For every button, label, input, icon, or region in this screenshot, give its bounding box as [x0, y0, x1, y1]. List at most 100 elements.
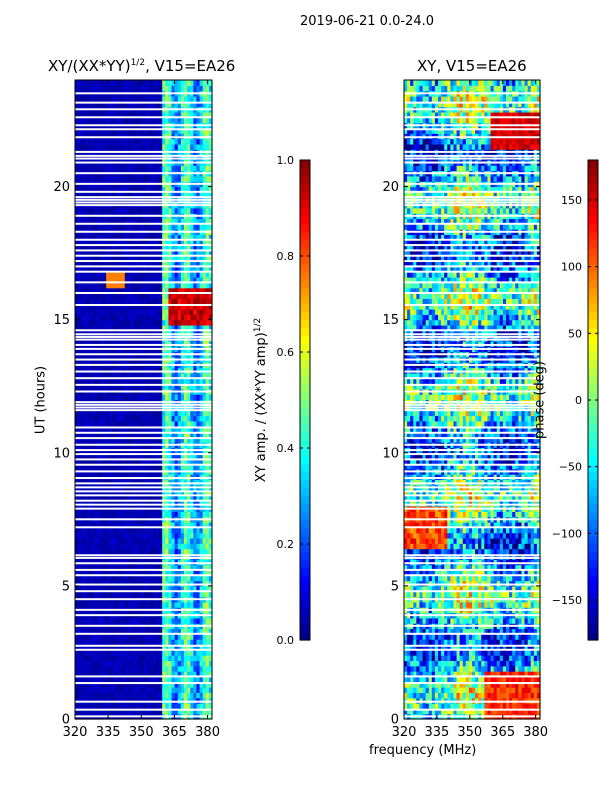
heatmap-cell [187, 671, 191, 677]
heatmap-cell [183, 410, 188, 417]
heatmap-cell [112, 378, 117, 385]
heatmap-cell [99, 660, 104, 667]
heatmap-cell [174, 580, 179, 587]
heatmap-cell [162, 234, 166, 241]
heatmap-cell [159, 543, 163, 550]
heatmap-cell [205, 564, 210, 571]
heatmap-cell [78, 500, 82, 507]
heatmap-cell [124, 308, 129, 315]
heatmap-cell [131, 681, 135, 688]
heatmap-cell [87, 580, 92, 587]
heatmap-cell [177, 708, 182, 715]
heatmap-cell [87, 426, 92, 433]
heatmap-cell [205, 277, 210, 283]
heatmap-cell [196, 644, 201, 651]
heatmap-cell [103, 681, 107, 688]
heatmap-cell [106, 687, 110, 693]
heatmap-cell [155, 335, 160, 342]
heatmap-cell [99, 633, 104, 640]
heatmap-cell [112, 191, 117, 198]
heatmap-cell [159, 532, 163, 539]
heatmap-cell [190, 420, 194, 427]
heatmap-cell [168, 564, 173, 571]
heatmap-cell [124, 239, 129, 246]
heatmap-cell [99, 601, 104, 608]
heatmap-cell [208, 553, 213, 560]
heatmap-cell [159, 207, 163, 214]
heatmap-cell [171, 223, 176, 230]
heatmap-cell [162, 303, 166, 310]
heatmap-cell [75, 687, 79, 693]
heatmap-cell [84, 287, 89, 294]
heatmap-cell [187, 271, 191, 278]
heatmap-cell [177, 245, 182, 251]
heatmap-cell [87, 665, 92, 672]
heatmap-cell [137, 431, 141, 438]
heatmap-cell [190, 383, 194, 390]
heatmap-cell [149, 676, 154, 683]
heatmap-cell [121, 649, 126, 656]
heatmap-cell [90, 420, 95, 427]
heatmap-cell [180, 127, 185, 134]
heatmap-cell [127, 282, 132, 289]
heatmap-cell [99, 319, 104, 326]
heatmap-cell [171, 521, 176, 528]
heatmap-cell [137, 671, 141, 677]
heatmap-cell [84, 234, 89, 241]
heatmap-cell [127, 639, 132, 646]
heatmap-cell [115, 585, 120, 592]
heatmap-cell [174, 585, 179, 592]
heatmap-cell [109, 372, 113, 379]
heatmap-cell [118, 527, 123, 534]
heatmap-cell [75, 383, 79, 390]
heatmap-cell [127, 261, 132, 267]
heatmap-cell [183, 655, 188, 662]
heatmap-cell [99, 191, 104, 198]
heatmap-cell [180, 175, 185, 182]
heatmap-cell [78, 703, 82, 709]
heatmap-cell [131, 617, 135, 624]
heatmap-cell [124, 644, 129, 651]
heatmap-cell [118, 271, 123, 278]
heatmap-cell [131, 591, 135, 598]
heatmap-cell [78, 426, 82, 433]
heatmap-cell [84, 676, 89, 683]
heatmap-cell [87, 186, 92, 193]
heatmap-cell [180, 340, 185, 347]
heatmap-cell [180, 703, 185, 709]
heatmap-cell [159, 303, 163, 310]
heatmap-cell [90, 479, 95, 486]
heatmap-cell [205, 175, 210, 182]
heatmap-cell [103, 490, 107, 496]
heatmap-cell [190, 452, 194, 459]
heatmap-cell [165, 426, 170, 433]
heatmap-cell [180, 239, 185, 246]
heatmap-cell [143, 628, 148, 635]
heatmap-cell [96, 175, 101, 182]
heatmap-cell [118, 591, 123, 598]
heatmap-cell [137, 495, 141, 502]
heatmap-cell [96, 330, 101, 337]
heatmap-cell [127, 154, 132, 161]
heatmap-cell [149, 649, 154, 656]
heatmap-cell [193, 186, 198, 193]
heatmap-cell [199, 687, 204, 693]
heatmap-cell [90, 591, 95, 598]
heatmap-cell [115, 687, 120, 693]
heatmap-cell [134, 410, 138, 417]
heatmap-cell [190, 372, 194, 379]
heatmap-cell [93, 585, 98, 592]
heatmap-cell [121, 207, 126, 214]
heatmap-cell [177, 250, 182, 257]
heatmap-cell [149, 218, 154, 225]
heatmap-cell [159, 410, 163, 417]
heatmap-cell [162, 324, 166, 331]
heatmap-cell [106, 143, 110, 150]
heatmap-cell [162, 293, 166, 299]
heatmap-cell [155, 298, 160, 305]
heatmap-cell [162, 532, 166, 539]
heatmap-cell [187, 564, 191, 571]
heatmap-cell [205, 255, 210, 262]
heatmap-cell [165, 245, 170, 251]
heatmap-cell [96, 266, 101, 273]
